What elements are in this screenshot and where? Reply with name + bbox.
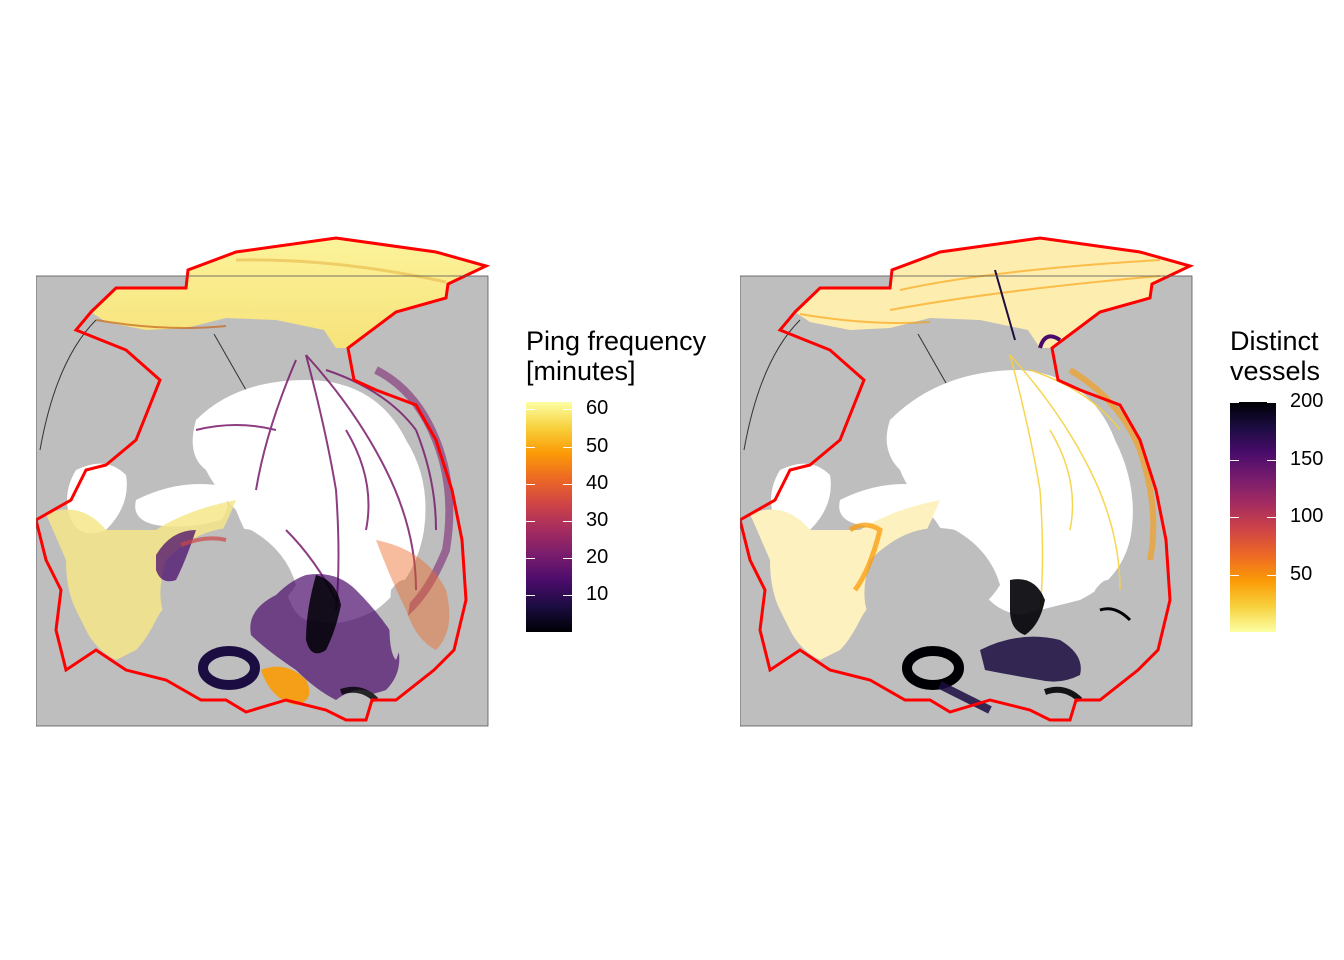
ping-frequency-legend: Ping frequency [minutes] 60 50 40 30 20 10 bbox=[526, 326, 726, 646]
legend-tick-mark bbox=[526, 594, 535, 596]
graticule-meridian bbox=[917, 333, 951, 391]
ping-frequency-map-svg bbox=[36, 236, 491, 727]
atlantic-yellow bbox=[750, 500, 940, 660]
legend-tick-mark bbox=[526, 520, 535, 522]
legend-tick-mark bbox=[563, 520, 572, 522]
legend-tick-label: 200 bbox=[1290, 390, 1324, 412]
graticule-meridian bbox=[213, 333, 247, 391]
legend-title-line1: Distinct bbox=[1230, 326, 1319, 356]
legend-tick-mark bbox=[563, 557, 572, 559]
legend-tick-mark bbox=[526, 446, 535, 448]
iceland-ring bbox=[902, 646, 964, 690]
legend-tick-mark bbox=[1267, 459, 1276, 461]
iceland-ring bbox=[198, 646, 260, 690]
legend-tick-mark bbox=[1230, 574, 1239, 576]
ping-frequency-map bbox=[36, 230, 496, 730]
legend-title-line2: [minutes] bbox=[526, 356, 636, 386]
distinct-vessels-map-svg bbox=[740, 236, 1195, 727]
legend-title-line2: vessels bbox=[1230, 356, 1321, 386]
greenland bbox=[864, 528, 1000, 634]
distinct-vessels-legend: Distinct vessels 200 150 100 50 bbox=[1230, 326, 1344, 646]
pacific-yellow bbox=[91, 238, 486, 348]
legend-tick-label: 40 bbox=[586, 471, 609, 494]
map-frame bbox=[36, 275, 489, 727]
legend-tick-mark bbox=[1230, 517, 1239, 518]
legend-tick-mark bbox=[526, 557, 535, 559]
graticule-arc bbox=[39, 319, 97, 451]
legend-colorbar bbox=[526, 402, 572, 632]
legend-tick-label: 20 bbox=[586, 545, 609, 568]
legend-tick-label: 100 bbox=[1290, 505, 1324, 527]
map-frame bbox=[740, 275, 1193, 727]
land-layer bbox=[740, 276, 1192, 726]
study-area-boundary bbox=[740, 236, 1195, 722]
legend-tick-mark bbox=[1230, 459, 1239, 461]
study-area-boundary bbox=[36, 236, 491, 722]
distinct-vessels-map bbox=[740, 230, 1200, 730]
legend-tick-mark bbox=[563, 409, 572, 411]
legend-tick-label: 50 bbox=[586, 434, 609, 457]
legend-tick-mark bbox=[563, 594, 572, 596]
legend-tick-mark bbox=[1267, 402, 1276, 403]
legend-tick-label: 60 bbox=[586, 397, 609, 420]
graticule-arc bbox=[743, 319, 801, 451]
legend-tick-label: 10 bbox=[586, 582, 609, 605]
legend-title-line1: Ping frequency bbox=[526, 326, 707, 356]
land-layer bbox=[36, 276, 488, 726]
arctic-ocean bbox=[192, 380, 426, 624]
legend-tick-mark bbox=[1230, 402, 1239, 403]
legend-tick-label: 30 bbox=[586, 508, 609, 531]
arctic-ocean bbox=[886, 370, 1133, 615]
barents-dark bbox=[1010, 579, 1045, 635]
legend-tick-mark bbox=[563, 446, 572, 448]
legend-tick-label: 50 bbox=[1290, 562, 1313, 585]
legend-tick-mark bbox=[1267, 574, 1276, 576]
legend-tick-label: 150 bbox=[1290, 447, 1324, 470]
shipping-routes bbox=[1009, 354, 1121, 611]
legend-tick-mark bbox=[563, 483, 572, 485]
legend-tick-mark bbox=[1267, 517, 1276, 518]
legend-tick-mark bbox=[526, 409, 535, 411]
legend-tick-mark bbox=[526, 483, 535, 485]
